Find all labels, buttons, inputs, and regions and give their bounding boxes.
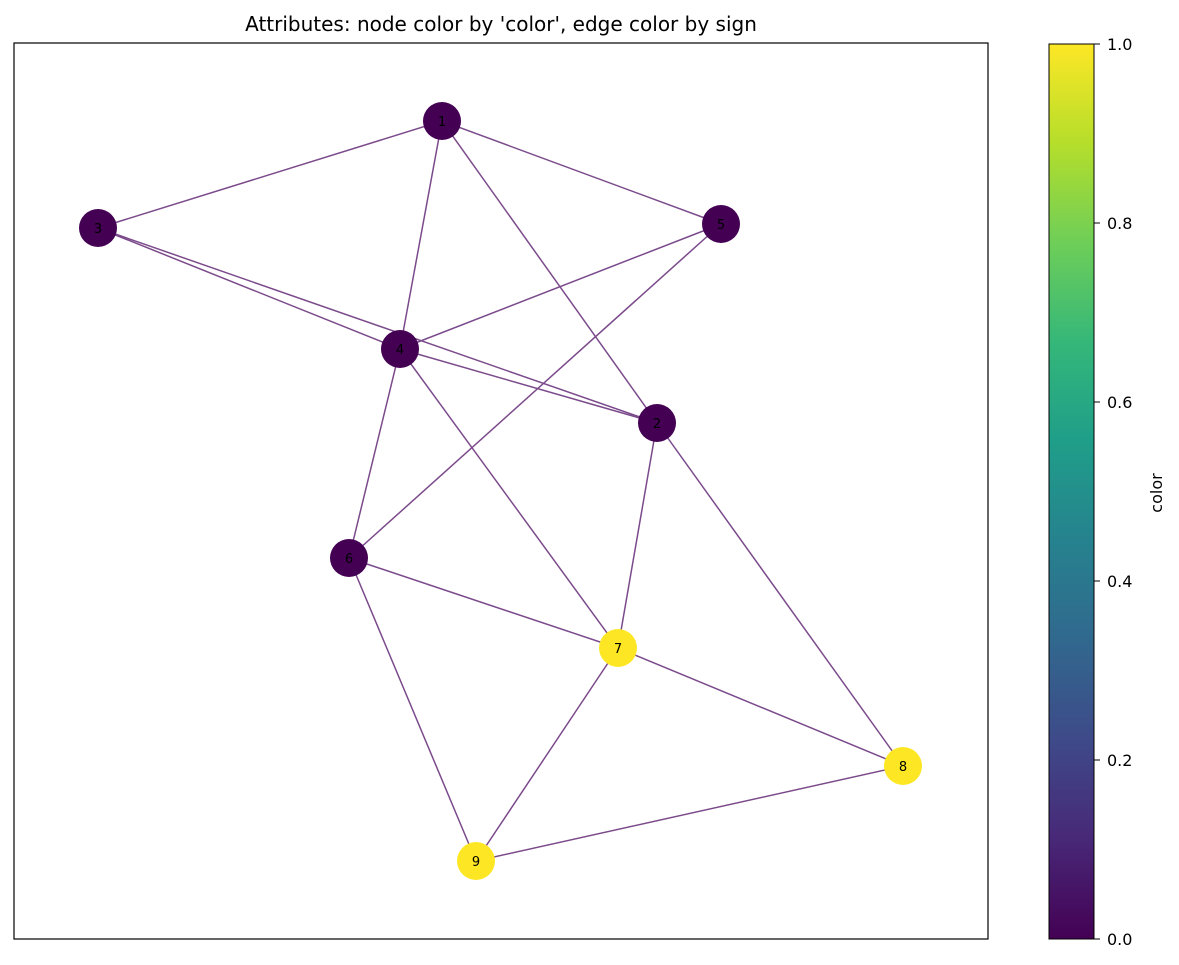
edge-4-5 xyxy=(399,223,722,350)
colorbar-tick-label-0.4: 0.4 xyxy=(1107,572,1132,591)
chart-title: Attributes: node color by 'color', edge … xyxy=(245,12,757,36)
edge-7-9 xyxy=(475,647,619,862)
node-6 xyxy=(330,539,368,577)
node-4 xyxy=(381,330,419,368)
edges-layer xyxy=(97,120,904,862)
edge-3-2 xyxy=(97,227,658,424)
node-9 xyxy=(457,842,495,880)
node-7 xyxy=(599,629,637,667)
edge-2-8 xyxy=(656,422,904,767)
edge-7-8 xyxy=(617,647,904,767)
node-label-5: 5 xyxy=(717,218,725,233)
plot-frame xyxy=(13,42,989,940)
edge-1-3 xyxy=(97,120,443,229)
edge-3-4 xyxy=(97,227,401,350)
colorbar-tick-label-0.8: 0.8 xyxy=(1107,214,1132,233)
colorbar-label: color xyxy=(1147,473,1166,513)
edge-4-6 xyxy=(348,348,401,559)
node-label-8: 8 xyxy=(899,760,907,775)
colorbar-tick-label-1.0: 1.0 xyxy=(1107,35,1132,54)
edge-2-7 xyxy=(617,422,658,649)
node-label-7: 7 xyxy=(614,642,622,657)
edge-4-2 xyxy=(399,348,658,424)
edge-1-4 xyxy=(399,120,443,350)
edge-1-2 xyxy=(441,120,658,424)
edge-1-5 xyxy=(441,120,722,225)
edge-6-9 xyxy=(348,557,477,862)
edge-6-7 xyxy=(348,557,619,649)
colorbar-tick-label-0.6: 0.6 xyxy=(1107,393,1132,412)
node-label-6: 6 xyxy=(345,552,353,567)
node-label-4: 4 xyxy=(396,343,404,358)
node-label-2: 2 xyxy=(653,417,661,432)
node-3 xyxy=(79,209,117,247)
node-label-3: 3 xyxy=(94,222,102,237)
colorbar-tick-label-0.2: 0.2 xyxy=(1107,751,1132,770)
colorbar xyxy=(1048,43,1095,940)
edge-5-6 xyxy=(348,223,722,559)
node-2 xyxy=(638,404,676,442)
colorbar-ticks: 0.0 0.2 0.4 0.6 0.8 1.0 xyxy=(1094,35,1132,949)
node-5 xyxy=(702,205,740,243)
colorbar-tick-label-0.0: 0.0 xyxy=(1107,930,1132,949)
node-label-1: 1 xyxy=(438,115,446,130)
node-label-9: 9 xyxy=(472,855,480,870)
edge-4-7 xyxy=(399,348,619,649)
nodes-layer: 1 2 3 4 5 6 7 8 9 xyxy=(79,102,922,880)
edge-9-8 xyxy=(475,765,904,862)
node-1 xyxy=(423,102,461,140)
node-8 xyxy=(884,747,922,785)
